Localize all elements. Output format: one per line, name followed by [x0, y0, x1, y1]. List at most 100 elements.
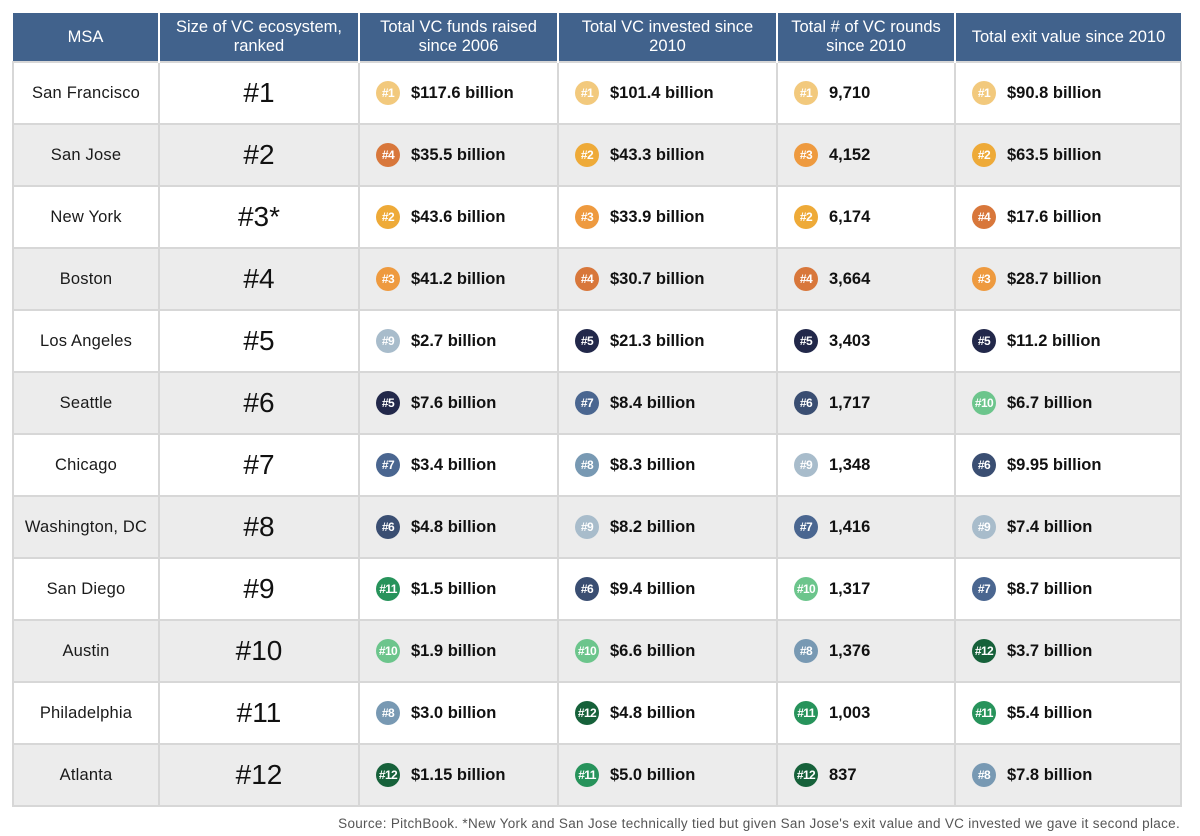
metric-content: #1 9,710 — [778, 81, 954, 105]
metric-value: $11.2 billion — [1007, 331, 1101, 350]
metric-cell: #12 $1.15 billion — [358, 743, 559, 807]
rank-badge: #8 — [794, 639, 818, 663]
msa-cell: Boston — [12, 247, 160, 311]
metric-value: 837 — [829, 765, 857, 784]
rank-badge: #3 — [972, 267, 996, 291]
rank-badge: #6 — [972, 453, 996, 477]
metric-cell: #6 1,717 — [776, 371, 956, 435]
table-row: San Francisco #1 #1 $117.6 billion #1 $101.4 … — [12, 61, 1182, 125]
metric-cell: #11 1,003 — [776, 681, 956, 745]
header-exit-value: Total exit value since 2010 — [954, 13, 1181, 62]
rank-badge: #2 — [794, 205, 818, 229]
metric-content: #6 $4.8 billion — [360, 515, 557, 539]
rank-badge: #2 — [972, 143, 996, 167]
metric-cell: #6 $4.8 billion — [358, 495, 559, 559]
metric-cell: #7 1,416 — [776, 495, 956, 559]
metric-content: #11 $5.0 billion — [559, 763, 776, 787]
rank-badge: #8 — [376, 701, 400, 725]
rank-badge: #7 — [575, 391, 599, 415]
header-msa: MSA — [13, 13, 159, 62]
msa-cell: Atlanta — [12, 743, 160, 807]
metric-content: #4 3,664 — [778, 267, 954, 291]
rank-badge: #10 — [972, 391, 996, 415]
metric-cell: #9 $7.4 billion — [954, 495, 1182, 559]
table-row: New York #3* #2 $43.6 billion #3 $33.9 billio… — [12, 185, 1182, 249]
rank-badge: #8 — [575, 453, 599, 477]
rank-badge: #12 — [376, 763, 400, 787]
metric-cell: #4 3,664 — [776, 247, 956, 311]
rank-badge: #11 — [972, 701, 996, 725]
rank-badge: #10 — [575, 639, 599, 663]
metric-cell: #8 1,376 — [776, 619, 956, 683]
metric-content: #3 $33.9 billion — [559, 205, 776, 229]
metric-content: #8 $7.8 billion — [956, 763, 1180, 787]
metric-cell: #10 1,317 — [776, 557, 956, 621]
rank-badge: #1 — [575, 81, 599, 105]
metric-content: #5 $7.6 billion — [360, 391, 557, 415]
rank-badge: #7 — [794, 515, 818, 539]
metric-content: #10 1,317 — [778, 577, 954, 601]
msa-cell: New York — [12, 185, 160, 249]
metric-content: #8 1,376 — [778, 639, 954, 663]
rank-badge: #12 — [794, 763, 818, 787]
metric-value: 6,174 — [829, 207, 871, 226]
rank-badge: #2 — [376, 205, 400, 229]
metric-cell: #3 4,152 — [776, 123, 956, 187]
footnote: Source: PitchBook. *New York and San Jos… — [338, 816, 1180, 831]
table-row: Philadelphia #11 #8 $3.0 billion #12 $4.8 bil… — [12, 681, 1182, 745]
rank-badge: #1 — [972, 81, 996, 105]
table-row: Seattle #6 #5 $7.6 billion #7 $8.4 billion #6 1… — [12, 371, 1182, 435]
rank-badge: #11 — [794, 701, 818, 725]
metric-cell: #9 $2.7 billion — [358, 309, 559, 373]
metric-content: #7 $8.4 billion — [559, 391, 776, 415]
rank-badge: #9 — [972, 515, 996, 539]
size-rank-cell: #2 — [158, 123, 360, 187]
metric-value: $17.6 billion — [1007, 207, 1102, 226]
rank-badge: #12 — [972, 639, 996, 663]
metric-value: $28.7 billion — [1007, 269, 1102, 288]
metric-cell: #8 $7.8 billion — [954, 743, 1182, 807]
metric-cell: #3 $28.7 billion — [954, 247, 1182, 311]
msa-cell: Washington, DC — [12, 495, 160, 559]
metric-content: #1 $117.6 billion — [360, 81, 557, 105]
metric-value: $63.5 billion — [1007, 145, 1102, 164]
metric-content: #11 1,003 — [778, 701, 954, 725]
metric-content: #6 $9.4 billion — [559, 577, 776, 601]
rank-badge: #1 — [794, 81, 818, 105]
metric-content: #9 $7.4 billion — [956, 515, 1180, 539]
metric-cell: #5 $11.2 billion — [954, 309, 1182, 373]
metric-cell: #6 $9.95 billion — [954, 433, 1182, 497]
metric-value: $8.3 billion — [610, 455, 696, 474]
metric-value: $4.8 billion — [610, 703, 696, 722]
metric-content: #8 $3.0 billion — [360, 701, 557, 725]
metric-cell: #10 $1.9 billion — [358, 619, 559, 683]
metric-cell: #11 $1.5 billion — [358, 557, 559, 621]
rank-badge: #7 — [376, 453, 400, 477]
metric-content: #10 $6.6 billion — [559, 639, 776, 663]
metric-value: 3,664 — [829, 269, 871, 288]
metric-value: $6.7 billion — [1007, 393, 1093, 412]
metric-cell: #12 $4.8 billion — [557, 681, 778, 745]
metric-content: #7 $8.7 billion — [956, 577, 1180, 601]
header-vc-rounds: Total # of VC rounds since 2010 — [776, 13, 955, 62]
metric-content: #2 $43.6 billion — [360, 205, 557, 229]
size-rank-cell: #6 — [158, 371, 360, 435]
metric-value: $41.2 billion — [411, 269, 506, 288]
table-row: Austin #10 #10 $1.9 billion #10 $6.6 billion #… — [12, 619, 1182, 683]
metric-content: #10 $6.7 billion — [956, 391, 1180, 415]
metric-content: #8 $8.3 billion — [559, 453, 776, 477]
metric-content: #2 6,174 — [778, 205, 954, 229]
header-funds-raised: Total VC funds raised since 2006 — [358, 13, 558, 62]
metric-value: 9,710 — [829, 83, 871, 102]
metric-value: $2.7 billion — [411, 331, 497, 350]
header-size-ranked: Size of VC ecosystem, ranked — [158, 13, 359, 62]
rank-badge: #7 — [972, 577, 996, 601]
msa-cell: Chicago — [12, 433, 160, 497]
metric-value: 1,317 — [829, 579, 871, 598]
size-rank-cell: #8 — [158, 495, 360, 559]
metric-cell: #1 $117.6 billion — [358, 61, 559, 125]
rank-badge: #1 — [376, 81, 400, 105]
metric-value: $3.7 billion — [1007, 641, 1093, 660]
msa-cell: Seattle — [12, 371, 160, 435]
metric-cell: #10 $6.6 billion — [557, 619, 778, 683]
